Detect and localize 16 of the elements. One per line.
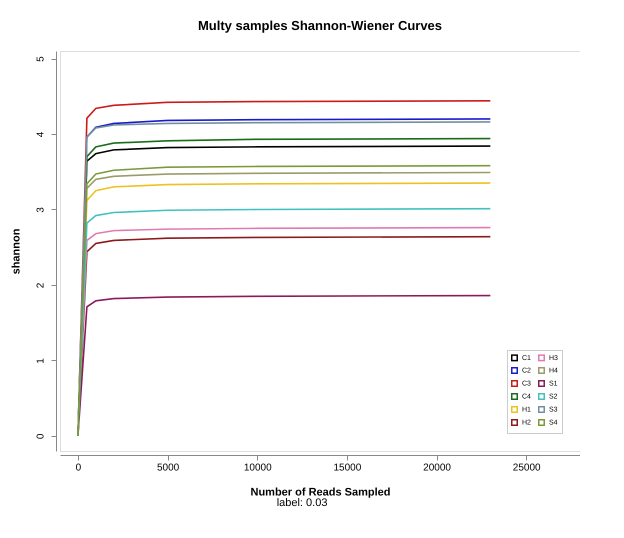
y-tick-label: 4	[36, 131, 46, 138]
chart-title: Multy samples Shannon-Wiener Curves	[198, 18, 442, 33]
y-tick-label: 5	[36, 56, 46, 62]
x-tick-label: 25000	[512, 462, 542, 474]
x-tick-label: 20000	[423, 462, 452, 474]
x-tick-label: 15000	[333, 462, 362, 474]
x-tick-label: 5000	[156, 462, 180, 474]
x-tick-label: 0	[76, 462, 82, 474]
y-tick-label: 1	[36, 358, 46, 364]
y-tick-label: 3	[36, 206, 46, 213]
x-axis-title: Number of Reads Sampled	[250, 486, 390, 498]
y-tick-label: 2	[36, 282, 46, 288]
text: label: 0.03	[276, 497, 328, 509]
y-axis-title: shannon	[10, 228, 22, 274]
x-tick-label: 10000	[244, 462, 272, 474]
y-tick-label: 0	[36, 433, 46, 440]
